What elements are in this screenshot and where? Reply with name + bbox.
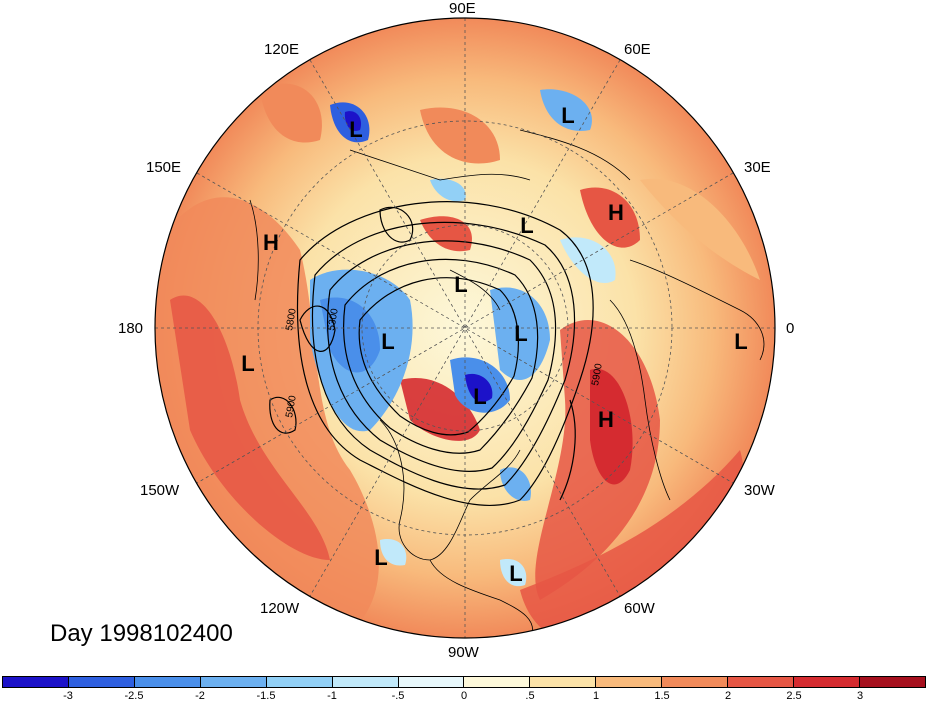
lon-label-60w: 60W: [624, 600, 655, 617]
colorbar-tick-label: 3: [856, 690, 864, 702]
pressure-marker: H: [598, 407, 614, 432]
pressure-marker: H: [263, 230, 279, 255]
colorbar-tick-label: -.5: [391, 690, 405, 702]
colorbar-segment: [464, 677, 531, 687]
colorbar-segment: [859, 677, 925, 687]
pressure-marker: L: [241, 351, 254, 376]
colorbar-segment: [662, 677, 729, 687]
contour-label: 5300: [326, 307, 341, 331]
pressure-marker: L: [349, 117, 362, 142]
lon-label-30w: 30W: [744, 482, 775, 499]
pressure-marker: L: [374, 545, 387, 570]
colorbar-segment: [332, 677, 399, 687]
contour-label: 5900: [590, 362, 605, 386]
colorbar-tick-label: .5: [525, 690, 535, 702]
pressure-marker: L: [561, 103, 574, 128]
colorbar-tick-label: 1: [592, 690, 600, 702]
colorbar-tick-label: 0: [460, 690, 468, 702]
colorbar-segment: [794, 677, 860, 687]
lon-label-90w: 90W: [448, 644, 479, 661]
lon-label-120e: 120E: [264, 41, 300, 58]
colorbar: [2, 676, 926, 688]
colorbar-segment: [200, 677, 267, 687]
colorbar-segment: [596, 677, 663, 687]
lon-label-120w: 120W: [260, 600, 300, 617]
pressure-marker: L: [509, 561, 522, 586]
pressure-marker: L: [473, 384, 486, 409]
colorbar-tick-label: -2.5: [124, 690, 144, 702]
lon-label-30e: 30E: [744, 159, 771, 176]
contour-label: 5800: [284, 307, 299, 331]
colorbar-segment: [530, 677, 597, 687]
colorbar-tick-label: -1.5: [256, 690, 276, 702]
colorbar-tick-label: -3: [63, 690, 73, 702]
lon-label-0: 0: [786, 320, 795, 337]
map-boundary: [154, 17, 776, 639]
pressure-marker: L: [454, 272, 467, 297]
contour-label-group: 5800 5300 5900 5900: [284, 307, 605, 418]
colorbar-tick-label: -1: [327, 690, 337, 702]
lon-label-150w: 150W: [140, 482, 180, 499]
pressure-marker-group: L L H L H L L L L L L H L L: [241, 103, 747, 586]
colorbar-segment: [134, 677, 201, 687]
pressure-marker: L: [381, 329, 394, 354]
height-contours: [269, 201, 594, 506]
pressure-marker: L: [514, 321, 527, 346]
lon-label-60e: 60E: [624, 41, 651, 58]
colorbar-tick-label: 1.5: [654, 690, 670, 702]
colorbar-tick-label: 2.5: [786, 690, 802, 702]
colorbar-segment: [728, 677, 795, 687]
colorbar-segment: [398, 677, 465, 687]
colorbar-tick-label: 2: [724, 690, 732, 702]
anomaly-field: [155, 18, 775, 638]
lon-label-150e: 150E: [146, 159, 182, 176]
pressure-marker: H: [608, 200, 624, 225]
graticule: [155, 18, 775, 638]
colorbar-tick-label: -2: [195, 690, 205, 702]
pressure-marker: L: [520, 213, 533, 238]
colorbar-segment: [266, 677, 333, 687]
lon-label-180: 180: [118, 320, 144, 337]
page-title: Day 1998102400: [50, 620, 233, 647]
coastlines: [249, 129, 765, 638]
colorbar-segment: [68, 677, 135, 687]
contour-label: 5900: [284, 394, 299, 418]
lon-label-90e: 90E: [449, 0, 476, 17]
colorbar-segment: [3, 677, 69, 687]
pressure-marker: L: [734, 329, 747, 354]
